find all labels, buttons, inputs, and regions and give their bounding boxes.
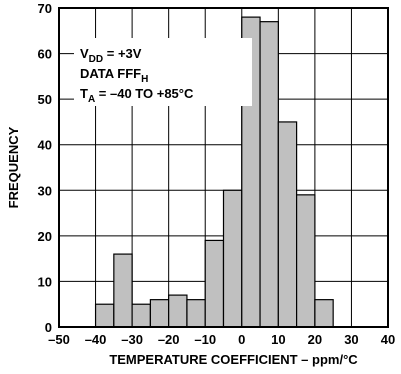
y-tick-label: 20: [38, 229, 52, 244]
y-tick-label: 30: [38, 183, 52, 198]
histogram-bar: [94, 303, 115, 328]
x-tick-label: –50: [48, 332, 70, 347]
x-tick-label: 10: [271, 332, 285, 347]
y-tick-label: 70: [38, 1, 52, 16]
y-tick-label: 0: [45, 320, 52, 335]
histogram-bar: [186, 299, 206, 328]
histogram-bar: [168, 294, 188, 328]
histogram-bar: [314, 299, 334, 328]
histogram-bar: [296, 194, 316, 328]
histogram-bar: [204, 239, 225, 328]
tick-labels: –50 –40 –30 –20 –10 0 10 20 30 40 0 10 20 30 40 50 60 70: [38, 1, 396, 347]
x-tick-label: –10: [194, 332, 216, 347]
x-tick-label: 0: [238, 332, 245, 347]
histogram-bar: [113, 253, 133, 328]
x-tick-label: 30: [344, 332, 358, 347]
y-tick-label: 40: [38, 138, 52, 153]
annotation-line: VDD = +3V: [80, 46, 142, 65]
y-tick-label: 50: [38, 92, 52, 107]
plot-frame: [58, 7, 389, 328]
x-tick-label: –30: [121, 332, 143, 347]
x-tick-label: 20: [308, 332, 322, 347]
histogram-bar: [222, 189, 243, 328]
x-tick-label: –40: [85, 332, 107, 347]
histogram-bar: [149, 299, 170, 328]
y-tick-label: 10: [38, 274, 52, 289]
x-tick-label: 40: [381, 332, 395, 347]
y-axis-title: FREQUENCY: [6, 126, 21, 208]
histogram-bar: [277, 121, 298, 328]
y-tick-label: 60: [38, 47, 52, 62]
annotation-line: DATA FFFH: [80, 66, 148, 85]
x-tick-label: –20: [158, 332, 180, 347]
annotation-background: [74, 38, 252, 106]
x-axis-title: TEMPERATURE COEFFICIENT – ppm/°C: [109, 352, 358, 367]
annotation-line: TA = –40 TO +85°C: [80, 86, 194, 105]
histogram-bar: [131, 303, 151, 328]
histogram-bar: [259, 21, 279, 328]
